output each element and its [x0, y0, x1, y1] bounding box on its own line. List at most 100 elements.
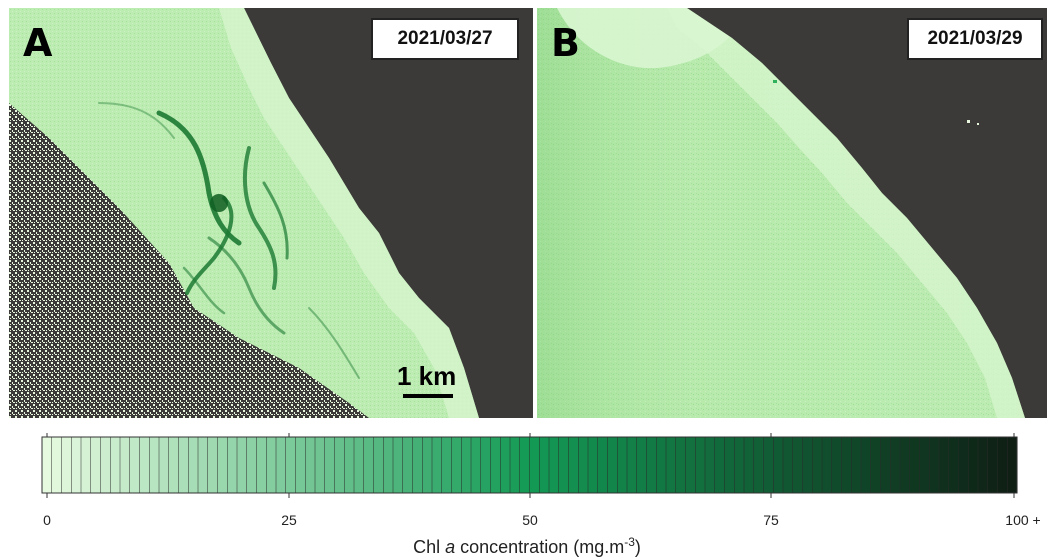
colorbar-cell [695, 436, 706, 494]
colorbar-cell [324, 436, 336, 494]
colorbar-cell [383, 436, 394, 494]
panel-label-a: A [23, 21, 53, 65]
colorbar-cell [851, 436, 862, 494]
colorbar-cell [509, 436, 521, 494]
colorbar-cell [236, 436, 248, 494]
map-panel-b: B 2021/03/29 [537, 8, 1047, 418]
colorbar-cell [841, 436, 852, 494]
colorbar-cell [490, 436, 501, 494]
colorbar-cell [558, 436, 570, 494]
colorbar-cell [1007, 436, 1018, 494]
colorbar-title: Chl a concentration (mg.m-3) [413, 535, 641, 557]
colorbar-cell [441, 436, 453, 494]
colorbar-cell [665, 436, 677, 494]
colorbar-cell [149, 436, 160, 494]
colorbar-cell [295, 436, 306, 494]
colorbar-cell [392, 436, 404, 494]
colorbar-cell [353, 436, 365, 494]
colorbar [41, 433, 1018, 498]
colorbar-cell [929, 436, 940, 494]
colorbar-cell [714, 436, 726, 494]
colorbar-tick-label-50: 50 [522, 512, 538, 528]
colorbar-cell [305, 436, 316, 494]
colorbar-cell [890, 436, 901, 494]
colorbar-cell [860, 436, 872, 494]
colorbar-cell [773, 436, 784, 494]
chlorophyll-map-a [9, 8, 533, 418]
colorbar-cell [617, 436, 628, 494]
colorbar-cell [422, 436, 433, 494]
colorbar-cell [451, 436, 462, 494]
colorbar-cell [363, 436, 375, 494]
colorbar-cell [168, 436, 180, 494]
colorbar-cell [51, 436, 63, 494]
colorbar-cell [480, 436, 492, 494]
colorbar-cell [958, 436, 969, 494]
colorbar-cell [110, 436, 121, 494]
colorbar-cell [158, 436, 170, 494]
chlorophyll-map-b [537, 8, 1047, 418]
colorbar-cell [626, 436, 638, 494]
colorbar-cell [71, 436, 82, 494]
colorbar-cell [217, 436, 228, 494]
colorbar-cell [675, 436, 687, 494]
colorbar-cell [119, 436, 131, 494]
colorbar-cell [968, 436, 979, 494]
colorbar-cell [461, 436, 472, 494]
panel-label-b: B [551, 21, 580, 65]
colorbar-cell [373, 436, 384, 494]
colorbar-cell [539, 436, 550, 494]
colorbar-cell [763, 436, 774, 494]
colorbar-tick-label-100: 100 + [1005, 512, 1041, 528]
colorbar-cell [656, 436, 667, 494]
date-label-a: 2021/03/27 [371, 18, 519, 60]
colorbar-cell [402, 436, 414, 494]
colorbar-cell [500, 436, 511, 494]
colorbar-cell [792, 436, 804, 494]
colorbar-cell [519, 436, 531, 494]
colorbar-cell [870, 436, 882, 494]
colorbar-cell [80, 436, 92, 494]
colorbar-cell [227, 436, 238, 494]
colorbar-cell [948, 436, 960, 494]
colorbar-cell [734, 436, 745, 494]
colorbar-cell [188, 436, 199, 494]
colorbar-gradient [41, 436, 1018, 494]
colorbar-cell [724, 436, 735, 494]
colorbar-cell [197, 436, 209, 494]
colorbar-cell [880, 436, 891, 494]
colorbar-cell [685, 436, 696, 494]
map-panel-a: A 2021/03/27 1 km [9, 8, 533, 418]
colorbar-cell [578, 436, 589, 494]
colorbar-cell [704, 436, 716, 494]
colorbar-cell [802, 436, 813, 494]
colorbar-cell [529, 436, 540, 494]
colorbar-cell [568, 436, 579, 494]
colorbar-cell [938, 436, 950, 494]
colorbar-cell [470, 436, 482, 494]
colorbar-tick-label-0: 0 [43, 512, 51, 528]
colorbar-cell [61, 436, 72, 494]
colorbar-ticks [46, 433, 1015, 498]
colorbar-cell [646, 436, 657, 494]
colorbar-cell [256, 436, 267, 494]
colorbar-cell [275, 436, 287, 494]
colorbar-cell [821, 436, 833, 494]
scale-bar [403, 394, 453, 398]
colorbar-cell [899, 436, 911, 494]
colorbar-cell [743, 436, 755, 494]
colorbar-cell [314, 436, 326, 494]
colorbar-cell [636, 436, 648, 494]
colorbar-cell [139, 436, 150, 494]
colorbar-cell [548, 436, 560, 494]
colorbar-cell [285, 436, 297, 494]
scale-bar-label: 1 km [397, 361, 457, 391]
colorbar-cell [987, 436, 999, 494]
colorbar-cell [90, 436, 102, 494]
date-label-b: 2021/03/29 [907, 18, 1043, 60]
colorbar-cell [207, 436, 219, 494]
colorbar-tick-label-25: 25 [281, 512, 297, 528]
colorbar-cell [597, 436, 609, 494]
colorbar-cell [753, 436, 765, 494]
colorbar-cell [909, 436, 921, 494]
